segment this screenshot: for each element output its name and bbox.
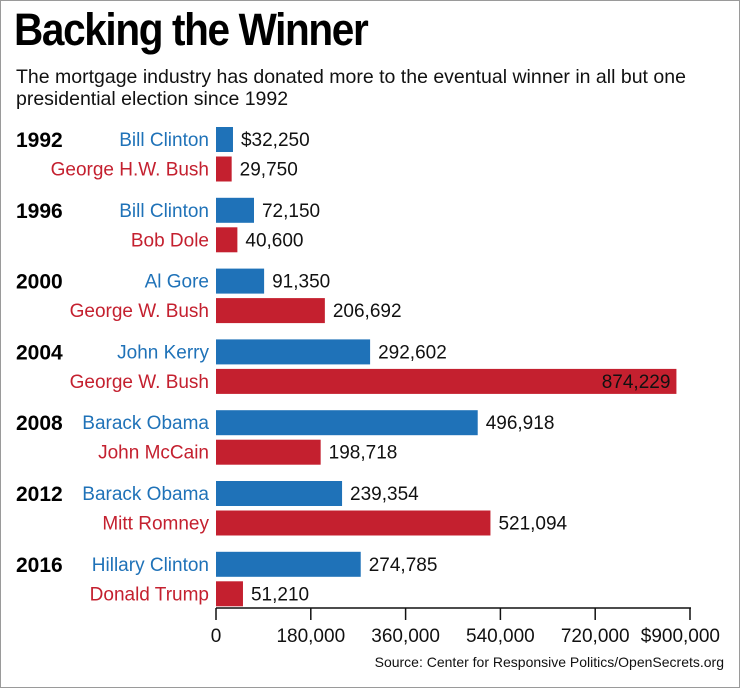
bar-2012-mitt-romney bbox=[216, 510, 491, 536]
candidate-label-2008-barack-obama: Barack Obama bbox=[82, 413, 209, 434]
chart-subtitle: The mortgage industry has donated more t… bbox=[16, 66, 686, 110]
bar-2004-george-w-bush bbox=[216, 368, 677, 394]
value-label-2004-john-kerry: 292,602 bbox=[378, 342, 447, 363]
value-label-2016-donald-trump: 51,210 bbox=[251, 584, 309, 605]
candidate-label-1992-bill-clinton: Bill Clinton bbox=[119, 130, 209, 151]
candidate-label-2004-john-kerry: John Kerry bbox=[117, 342, 209, 363]
value-label-2000-george-w-bush: 206,692 bbox=[333, 301, 402, 322]
candidate-label-1992-george-h-w-bush: George H.W. Bush bbox=[51, 160, 209, 181]
year-label-2000: 2000 bbox=[16, 271, 63, 294]
x-tick-label-3: 540,000 bbox=[466, 626, 535, 647]
x-tick-label-5: $900,000 bbox=[641, 626, 720, 647]
bar-1992-george-h-w-bush bbox=[216, 156, 232, 182]
value-label-2004-george-w-bush: 874,229 bbox=[602, 372, 671, 393]
x-tick-label-4: 720,000 bbox=[561, 626, 630, 647]
candidate-label-2000-al-gore: Al Gore bbox=[145, 272, 209, 293]
bar-2016-donald-trump bbox=[216, 581, 243, 607]
chart-title: Backing the Winner bbox=[14, 4, 369, 55]
candidate-label-2016-hillary-clinton: Hillary Clinton bbox=[92, 555, 209, 576]
x-tick-label-0: 0 bbox=[211, 626, 222, 647]
x-tick-label-1: 180,000 bbox=[276, 626, 345, 647]
candidate-label-2012-barack-obama: Barack Obama bbox=[82, 484, 209, 505]
candidate-label-2000-george-w-bush: George W. Bush bbox=[70, 301, 209, 322]
value-label-2012-mitt-romney: 521,094 bbox=[498, 514, 567, 535]
bar-2016-hillary-clinton bbox=[216, 551, 361, 577]
value-label-1992-george-h-w-bush: 29,750 bbox=[240, 160, 298, 181]
candidate-label-1996-bob-dole: Bob Dole bbox=[131, 230, 209, 251]
bar-2000-al-gore bbox=[216, 268, 265, 294]
value-label-1996-bob-dole: 40,600 bbox=[245, 230, 303, 251]
bar-2008-john-mccain bbox=[216, 439, 321, 465]
year-label-1992: 1992 bbox=[16, 129, 63, 152]
bar-2004-john-kerry bbox=[216, 339, 371, 365]
value-label-2008-john-mccain: 198,718 bbox=[329, 443, 398, 464]
value-label-1996-bill-clinton: 72,150 bbox=[262, 201, 320, 222]
value-label-1992-bill-clinton: $32,250 bbox=[241, 130, 310, 151]
candidate-label-2012-mitt-romney: Mitt Romney bbox=[102, 514, 209, 535]
bar-1996-bill-clinton bbox=[216, 197, 254, 223]
bar-2012-barack-obama bbox=[216, 481, 343, 506]
year-label-2012: 2012 bbox=[16, 483, 63, 506]
value-label-2012-barack-obama: 239,354 bbox=[350, 484, 419, 505]
candidate-label-1996-bill-clinton: Bill Clinton bbox=[119, 201, 209, 222]
bar-1996-bob-dole bbox=[216, 227, 238, 253]
bar-1992-bill-clinton bbox=[216, 127, 233, 152]
candidate-label-2004-george-w-bush: George W. Bush bbox=[70, 372, 209, 393]
year-label-2004: 2004 bbox=[16, 341, 63, 364]
value-label-2000-al-gore: 91,350 bbox=[272, 272, 330, 293]
source-note: Source: Center for Responsive Politics/O… bbox=[374, 654, 724, 670]
x-tick-label-2: 360,000 bbox=[371, 626, 440, 647]
bar-2000-george-w-bush bbox=[216, 298, 325, 324]
bar-2008-barack-obama bbox=[216, 410, 478, 436]
year-label-1996: 1996 bbox=[16, 200, 63, 223]
candidate-label-2008-john-mccain: John McCain bbox=[98, 443, 209, 464]
value-label-2008-barack-obama: 496,918 bbox=[486, 413, 555, 434]
year-label-2016: 2016 bbox=[16, 554, 63, 577]
candidate-label-2016-donald-trump: Donald Trump bbox=[90, 584, 209, 605]
year-label-2008: 2008 bbox=[16, 412, 63, 435]
value-label-2016-hillary-clinton: 274,785 bbox=[369, 555, 438, 576]
